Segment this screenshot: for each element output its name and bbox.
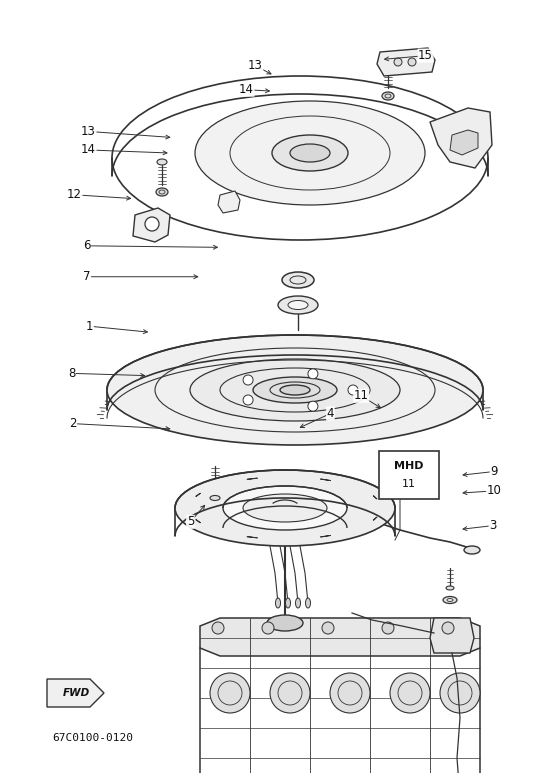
Ellipse shape (296, 598, 301, 608)
Ellipse shape (107, 335, 483, 445)
Ellipse shape (175, 470, 395, 546)
Circle shape (348, 385, 358, 395)
Ellipse shape (210, 495, 220, 500)
FancyBboxPatch shape (379, 451, 439, 499)
Polygon shape (218, 191, 240, 213)
Text: 13: 13 (81, 125, 96, 138)
Circle shape (212, 622, 224, 634)
Circle shape (308, 369, 318, 379)
Ellipse shape (443, 597, 457, 604)
Text: 15: 15 (418, 49, 433, 62)
Circle shape (270, 673, 310, 713)
Circle shape (243, 375, 253, 385)
Text: 4: 4 (326, 407, 334, 420)
Polygon shape (377, 48, 435, 76)
Polygon shape (320, 479, 330, 481)
Polygon shape (450, 130, 478, 155)
Ellipse shape (383, 62, 393, 68)
Ellipse shape (306, 598, 310, 608)
Circle shape (408, 58, 416, 66)
Polygon shape (430, 108, 492, 168)
Ellipse shape (288, 301, 308, 309)
Polygon shape (133, 208, 170, 242)
Ellipse shape (464, 546, 480, 554)
Text: 1: 1 (86, 320, 94, 332)
Circle shape (243, 395, 253, 405)
Circle shape (390, 673, 430, 713)
Text: 9: 9 (490, 465, 498, 478)
Text: 8: 8 (68, 367, 76, 380)
Circle shape (330, 673, 370, 713)
Polygon shape (320, 536, 330, 537)
Ellipse shape (272, 135, 348, 171)
Text: 3: 3 (489, 519, 497, 532)
Text: 2: 2 (69, 417, 77, 430)
Text: 13: 13 (248, 60, 263, 72)
Circle shape (442, 622, 454, 634)
Ellipse shape (286, 598, 291, 608)
Ellipse shape (278, 296, 318, 314)
Ellipse shape (223, 486, 347, 530)
Text: 14: 14 (81, 144, 96, 156)
Text: 6: 6 (83, 240, 91, 252)
Ellipse shape (276, 598, 281, 608)
Text: 5: 5 (186, 516, 194, 528)
Ellipse shape (280, 385, 310, 395)
Circle shape (382, 622, 394, 634)
Text: 14: 14 (239, 83, 254, 96)
Ellipse shape (290, 144, 330, 162)
Polygon shape (47, 679, 104, 707)
Polygon shape (200, 618, 480, 656)
Polygon shape (195, 493, 200, 496)
Circle shape (210, 673, 250, 713)
Polygon shape (373, 495, 377, 499)
Polygon shape (195, 519, 200, 523)
Ellipse shape (282, 272, 314, 288)
Ellipse shape (190, 359, 400, 421)
Polygon shape (247, 536, 258, 538)
Ellipse shape (243, 494, 327, 522)
Circle shape (322, 622, 334, 634)
Polygon shape (373, 517, 377, 520)
Text: 10: 10 (487, 485, 501, 497)
Ellipse shape (382, 92, 394, 100)
Circle shape (145, 217, 159, 231)
Circle shape (308, 401, 318, 411)
Ellipse shape (195, 101, 425, 205)
Text: 11: 11 (354, 390, 368, 402)
Text: 12: 12 (67, 189, 82, 201)
Circle shape (394, 58, 402, 66)
Circle shape (440, 673, 480, 713)
Ellipse shape (253, 377, 337, 403)
Ellipse shape (156, 188, 168, 196)
Ellipse shape (267, 615, 303, 631)
Text: 67C0100-0120: 67C0100-0120 (52, 733, 133, 743)
Polygon shape (430, 618, 474, 653)
Text: MHD: MHD (394, 461, 424, 471)
Ellipse shape (446, 586, 454, 590)
Text: 11: 11 (402, 479, 416, 489)
Circle shape (262, 622, 274, 634)
Ellipse shape (157, 159, 167, 165)
Text: 7: 7 (83, 271, 91, 283)
Text: FWD: FWD (62, 688, 90, 698)
Polygon shape (247, 478, 258, 479)
